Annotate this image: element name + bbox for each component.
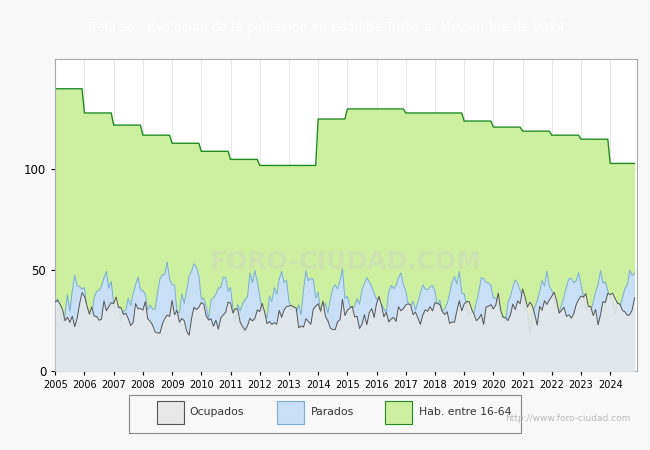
Text: Trefacio - Evolucion de la poblacion en edad de Trabajar Noviembre de 2024: Trefacio - Evolucion de la poblacion en … [86,21,564,34]
Bar [385,401,412,424]
Text: Hab. entre 16-64: Hab. entre 16-64 [419,407,511,417]
Text: FORO-CIUDAD.COM: FORO-CIUDAD.COM [210,250,482,274]
Text: http://www.foro-ciudad.com: http://www.foro-ciudad.com [505,414,630,423]
Text: Parados: Parados [311,407,354,417]
Text: Ocupados: Ocupados [190,407,244,417]
Bar [277,401,304,424]
Bar [157,401,183,424]
Bar [129,395,521,433]
